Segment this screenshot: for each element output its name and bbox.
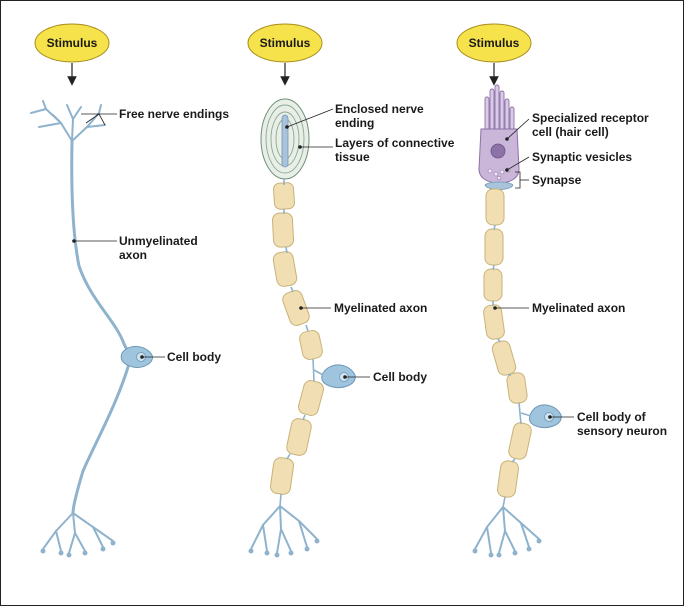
enclosed-nerve-ending-label-line1: Enclosed nerve: [335, 102, 424, 116]
enclosed-nerve-ending-label-line2: ending: [335, 116, 374, 130]
stimulus-label-2: Stimulus: [260, 36, 311, 50]
label-enclosed-nerve-ending: Enclosed nerve ending: [285, 102, 424, 130]
label-free-nerve-endings: Free nerve endings: [81, 107, 229, 126]
label-synaptic-vesicles: Synaptic vesicles: [505, 150, 632, 172]
axon-terminals-1: [42, 512, 114, 554]
unmyelinated-axon: [70, 139, 133, 515]
receptor-cell-label-line2: cell (hair cell): [532, 125, 609, 139]
myelinated-axon-label-2: Myelinated axon: [334, 301, 427, 315]
label-unmyelinated-axon: Unmyelinated axon: [72, 234, 198, 262]
label-myelinated-axon-2: Myelinated axon: [299, 301, 427, 315]
cell-body-label-3-line2: sensory neuron: [577, 424, 667, 438]
free-nerve-endings-label: Free nerve endings: [119, 107, 229, 121]
cell-body-label-2: Cell body: [373, 370, 427, 384]
stimulus-badge-1: Stimulus: [34, 23, 110, 86]
connective-tissue-label-line1: Layers of connective: [335, 136, 455, 150]
unmyelinated-axon-label-line1: Unmyelinated: [119, 234, 198, 248]
synaptic-vesicles-label: Synaptic vesicles: [532, 150, 632, 164]
hair-cell-nucleus: [490, 143, 506, 159]
synaptic-vesicles: [487, 167, 511, 181]
label-myelinated-axon-3: Myelinated axon: [493, 301, 625, 315]
axon-terminals-3: [474, 506, 540, 554]
synapse-terminal: [484, 181, 514, 190]
free-nerve-ending-neuron: [30, 100, 153, 558]
label-synapse: Synapse: [515, 171, 582, 189]
unmyelinated-axon-label-line2: axon: [119, 248, 147, 262]
stimulus-badge-3: Stimulus: [456, 23, 532, 86]
cell-body-label-3-line1: Cell body of: [577, 410, 647, 424]
label-cell-body-2: Cell body: [343, 370, 427, 384]
cell-body-label-1: Cell body: [167, 350, 221, 364]
lamellated-corpuscle: [260, 98, 310, 180]
hair-cell-receptor-neuron: [472, 84, 562, 558]
cell-body-2: [313, 364, 356, 388]
free-nerve-endings: [30, 100, 106, 142]
label-connective-tissue: Layers of connective tissue: [298, 136, 455, 164]
connective-tissue-label-line2: tissue: [335, 150, 370, 164]
enclosed-nerve-ending-neuron: [248, 98, 356, 558]
label-receptor-cell: Specialized receptor cell (hair cell): [505, 111, 649, 141]
stimulus-label-1: Stimulus: [47, 36, 98, 50]
stimulus-label-3: Stimulus: [469, 36, 520, 50]
myelinated-axon-3: [483, 188, 532, 498]
axon-terminals-2: [250, 505, 318, 554]
label-cell-body-3: Cell body of sensory neuron: [548, 410, 667, 438]
label-cell-body-1: Cell body: [140, 350, 221, 364]
myelinated-axon-2: [269, 182, 324, 495]
stereocilia: [484, 84, 515, 132]
stimulus-badge-2: Stimulus: [247, 23, 323, 86]
synapse-label: Synapse: [532, 173, 582, 187]
myelinated-axon-label-3: Myelinated axon: [532, 301, 625, 315]
receptor-cell-label-line1: Specialized receptor: [532, 111, 649, 125]
